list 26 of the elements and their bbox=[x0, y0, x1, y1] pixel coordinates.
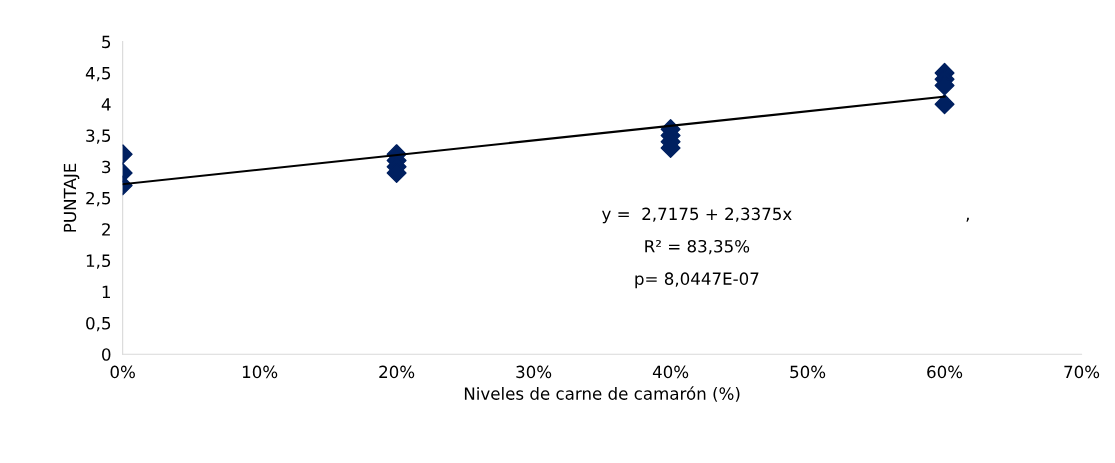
x-tick-label: 20% bbox=[379, 365, 415, 379]
y-tick-label: 4 bbox=[101, 98, 111, 111]
y-tick-label: 0 bbox=[102, 348, 111, 361]
y-axis-title: PUNTAJE bbox=[63, 163, 80, 232]
x-tick-label: 60% bbox=[927, 365, 963, 379]
x-tick-label: 70% bbox=[1064, 365, 1100, 379]
x-tick-label: 10% bbox=[242, 365, 278, 379]
x-tick-label: 30% bbox=[516, 365, 552, 379]
y-tick-label: 0,5 bbox=[86, 316, 111, 332]
x-tick-label: 0% bbox=[110, 365, 135, 379]
y-tick-label: 3 bbox=[102, 160, 111, 174]
y-tick-label: 5 bbox=[102, 35, 111, 49]
annotation: R² = 83,35% bbox=[645, 239, 750, 255]
annotation: y = 2,7175 + 2,3375x bbox=[601, 207, 792, 224]
point bbox=[934, 94, 955, 115]
x-axis-title: Niveles de carne de camarón (%) bbox=[464, 386, 740, 402]
annotation: , bbox=[966, 217, 969, 222]
x-tick-label: 50% bbox=[790, 365, 826, 379]
y-tick-label: 2 bbox=[102, 223, 110, 236]
y-tick-label: 1 bbox=[102, 285, 110, 299]
y-tick-label: 3,5 bbox=[86, 129, 111, 144]
y-tick-label: 4,5 bbox=[85, 67, 111, 82]
x-tick-label: 40% bbox=[652, 365, 689, 379]
y-tick-label: 1,5 bbox=[86, 254, 111, 269]
annotation: p= 8,0447E-07 bbox=[635, 272, 759, 289]
y-tick-label: 2,5 bbox=[86, 191, 111, 207]
